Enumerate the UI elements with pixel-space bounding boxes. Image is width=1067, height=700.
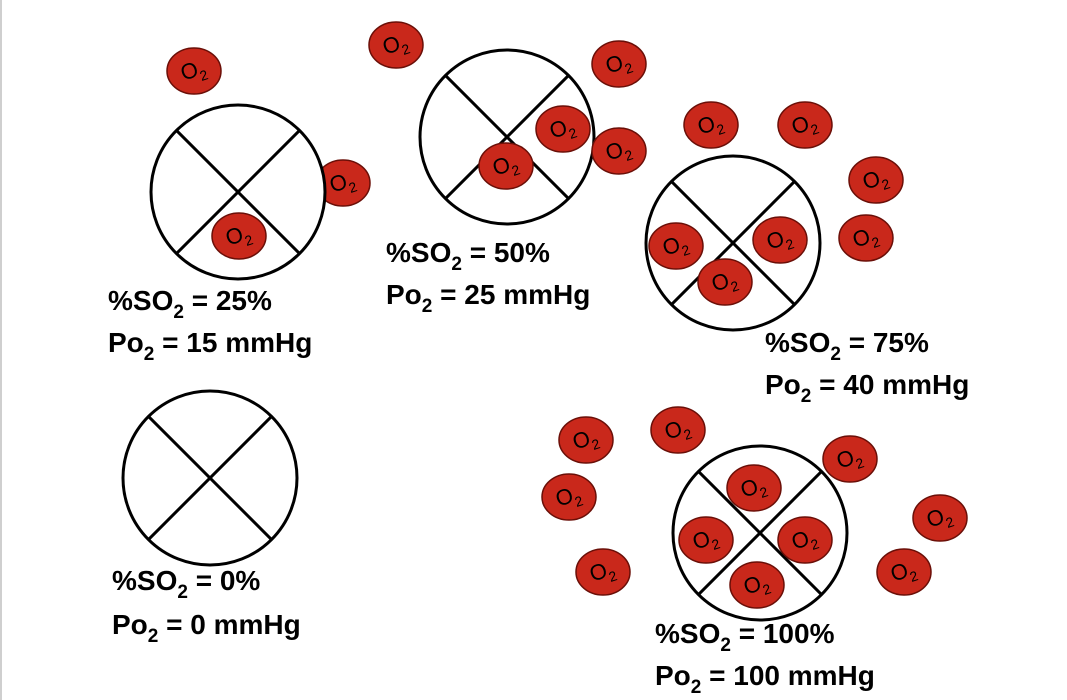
hemoglobin-50 (418, 48, 596, 226)
o2-molecule-body (838, 214, 894, 262)
o2-bound-2: O2 (535, 105, 591, 153)
o2-molecule-body (683, 101, 739, 149)
o2-free-3: O2 (591, 40, 647, 88)
hemoglobin-25 (149, 103, 327, 281)
o2-free-0: O2 (166, 47, 222, 95)
o2-molecule-body (648, 222, 704, 270)
caption-so2-75: %SO2 = 75% (765, 327, 929, 365)
caption-so2-0: %SO2 = 0% (112, 565, 260, 603)
o2-free-7: O2 (838, 214, 894, 262)
o2-molecule-body (535, 105, 591, 153)
o2-free-8: O2 (558, 416, 614, 464)
caption-po2-50: Po2 = 25 mmHg (386, 279, 590, 317)
o2-bound-3: O2 (591, 127, 647, 175)
o2-molecule-body (729, 561, 785, 609)
o2-bound-4: O2 (648, 222, 704, 270)
o2-molecule-body (478, 142, 534, 190)
hemoglobin-100 (671, 444, 849, 622)
o2-free-4: O2 (683, 101, 739, 149)
caption-po2-100: Po2 = 100 mmHg (655, 660, 875, 698)
o2-molecule-body (912, 494, 968, 542)
o2-molecule-body (166, 47, 222, 95)
o2-free-10: O2 (541, 473, 597, 521)
o2-molecule-body (541, 473, 597, 521)
heme-divider (444, 74, 570, 200)
o2-molecule-body (650, 406, 706, 454)
o2-free-14: O2 (876, 548, 932, 596)
o2-bound-10: O2 (729, 561, 785, 609)
o2-molecule-body (697, 258, 753, 306)
o2-molecule-body (368, 21, 424, 69)
o2-free-5: O2 (777, 101, 833, 149)
heme-divider (697, 470, 823, 596)
o2-molecule-body (575, 548, 631, 596)
o2-molecule-body (777, 101, 833, 149)
caption-po2-0: Po2 = 0 mmHg (112, 609, 301, 647)
o2-molecule-body (591, 127, 647, 175)
o2-molecule-body (822, 435, 878, 483)
o2-free-13: O2 (912, 494, 968, 542)
caption-so2-50: %SO2 = 50% (386, 237, 550, 275)
o2-free-12: O2 (822, 435, 878, 483)
left-border (0, 0, 2, 700)
o2-free-1: O2 (368, 21, 424, 69)
o2-free-9: O2 (650, 406, 706, 454)
caption-po2-75: Po2 = 40 mmHg (765, 369, 969, 407)
o2-molecule-body (777, 516, 833, 564)
o2-bound-0: O2 (211, 212, 267, 260)
heme-divider (670, 180, 796, 306)
heme-divider (147, 415, 273, 541)
hemoglobin-75 (644, 154, 822, 332)
o2-molecule-body (752, 216, 808, 264)
o2-bound-8: O2 (678, 516, 734, 564)
caption-so2-25: %SO2 = 25% (108, 285, 272, 323)
o2-free-6: O2 (848, 156, 904, 204)
o2-molecule-body (211, 212, 267, 260)
caption-po2-25: Po2 = 15 mmHg (108, 327, 312, 365)
o2-molecule-body (848, 156, 904, 204)
o2-bound-7: O2 (726, 464, 782, 512)
o2-molecule-body (876, 548, 932, 596)
heme-divider (175, 129, 301, 255)
caption-so2-100: %SO2 = 100% (655, 618, 835, 656)
o2-free-11: O2 (575, 548, 631, 596)
o2-molecule-body (726, 464, 782, 512)
hemoglobin-0 (121, 389, 299, 567)
o2-bound-6: O2 (697, 258, 753, 306)
hemes-layer (121, 48, 849, 622)
o2-molecule-body (591, 40, 647, 88)
o2-bound-9: O2 (777, 516, 833, 564)
o2-bound-5: O2 (752, 216, 808, 264)
o2-molecule-body (558, 416, 614, 464)
o2-molecule-body (678, 516, 734, 564)
o2-bound-1: O2 (478, 142, 534, 190)
